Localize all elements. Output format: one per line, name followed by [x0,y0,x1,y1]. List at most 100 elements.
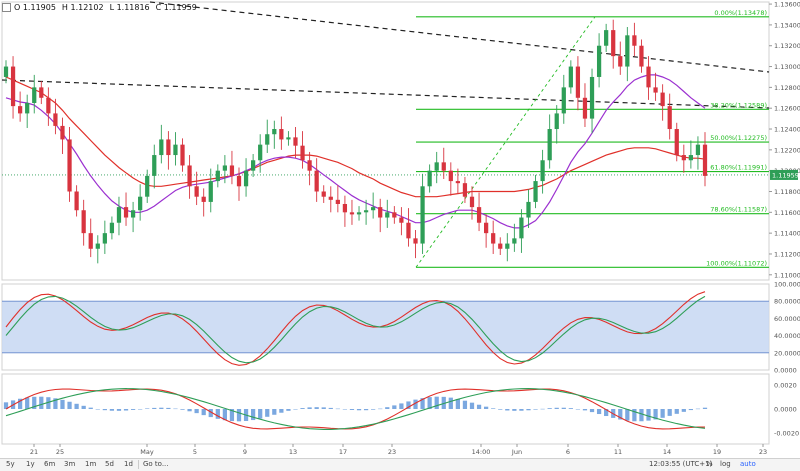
macd-histogram-bar [512,409,517,411]
macd-histogram-bar [491,408,496,409]
log-scale-button[interactable]: log [720,460,731,468]
macd-histogram-bar [251,409,256,421]
candle-body [476,207,482,223]
time-axis-label: 11 [614,448,622,456]
timeframe-1y[interactable]: 1y [26,460,35,468]
macd-histogram-bar [173,408,178,410]
price-chart-svg[interactable]: 1.13600 1.13400 1.13200 1.13000 1.12800 1.126… [0,0,800,458]
candle-body [251,160,256,171]
candle-body [258,144,263,161]
price-axis-label: 1.11400 [774,230,800,238]
macd-histogram-bar [53,398,58,409]
percent-scale-button[interactable]: % [706,460,713,468]
timeframe-1d[interactable]: 1d [124,460,133,468]
candle-body [589,76,595,119]
current-price-label: 1.11959 [772,171,799,179]
candle-body [413,238,418,244]
time-axis-label: 23 [388,448,396,456]
candle-body [688,155,693,161]
macd-panel-border [1,373,770,445]
candle-body [582,97,588,119]
candle-body [540,160,545,182]
candle-body [145,175,150,197]
macd-histogram-bar [335,408,340,410]
timeframe-5d[interactable]: 5d [105,460,114,468]
candle-body [349,212,355,215]
goto-date-button[interactable]: Go to... [143,460,169,468]
candle-body [272,129,277,135]
ohlc-close: C 1.11959 [155,3,197,12]
macd-histogram-bar [505,409,510,411]
macd-histogram-bar [300,408,305,409]
price-axis-label: 1.11600 [774,209,800,217]
ohlc-low: L 1.11816 [109,3,150,12]
macd-axis-label: -0.0020 [774,430,799,438]
macd-histogram-bar [201,409,206,416]
macd-histogram-bar [625,409,630,421]
candle-body [194,186,199,197]
macd-histogram-bar [582,409,588,411]
candle-body [575,66,581,98]
candle-body [208,181,213,202]
time-axis-label: 17 [339,448,347,456]
macd-histogram-bar [427,397,432,409]
macd-histogram-bar [102,409,107,411]
macd-line [5,388,706,430]
macd-histogram-bar [646,409,651,421]
stochastic-axis-label: 0.0000 [774,367,797,375]
candle-body [201,196,206,202]
macd-histogram-bar [363,409,369,411]
price-axis-label: 1.11200 [774,250,800,258]
candle-body [596,45,602,77]
candle-body [604,30,609,46]
candle-body [378,207,383,218]
macd-signal-line [5,388,706,430]
macd-histogram-bar [349,409,355,410]
macd-histogram-bar [3,402,9,409]
ohlc-high: H 1.12102 [61,3,104,12]
macd-histogram-bar [187,409,192,412]
candle-body [222,165,227,171]
candle-body [625,35,630,67]
macd-histogram-bar [109,409,115,411]
price-axis-label: 1.13000 [774,63,800,71]
candle-body [53,113,58,126]
candle-body [568,66,573,88]
moving-average-purple [5,74,706,229]
legend-checkbox[interactable] [2,3,11,12]
candle-body [427,170,432,187]
macd-histogram-bar [554,407,559,409]
candle-body [484,222,489,234]
bottom-toolbar: 5y 1y 6m 3m 1m 5d 1d Go to... 12:03:55 (… [0,458,800,471]
macd-histogram-bar [469,402,475,409]
timeframe-5y[interactable]: 5y [6,460,15,468]
candle-body [335,199,340,204]
timeframe-1m[interactable]: 1m [85,460,97,468]
price-axis-label: 1.13400 [774,21,800,29]
macd-histogram-bar [130,409,136,410]
macd-histogram-bar [159,407,164,409]
macd-histogram-bar [632,409,637,422]
macd-histogram-bar [180,409,185,410]
auto-scale-button[interactable]: auto [740,460,756,468]
timeframe-3m[interactable]: 3m [64,460,76,468]
timeframe-6m[interactable]: 6m [44,460,56,468]
candle-body [159,139,164,156]
time-axis-label: 23 [759,448,767,456]
macd-histogram-bar [448,397,453,409]
candle-body [674,129,679,156]
candle-body [321,191,326,197]
macd-histogram-bar [67,401,72,409]
macd-histogram-bar [441,396,446,409]
current-price-tag [770,169,798,180]
macd-histogram-bar [519,409,524,411]
stochastic-d-line [5,295,706,364]
candle-body [448,170,453,182]
macd-histogram-bar [688,409,693,411]
candle-body [469,196,475,208]
macd-histogram-bar [399,403,404,409]
macd-histogram-bar [476,404,482,409]
candle-body [116,207,122,223]
candle-body [95,243,100,249]
